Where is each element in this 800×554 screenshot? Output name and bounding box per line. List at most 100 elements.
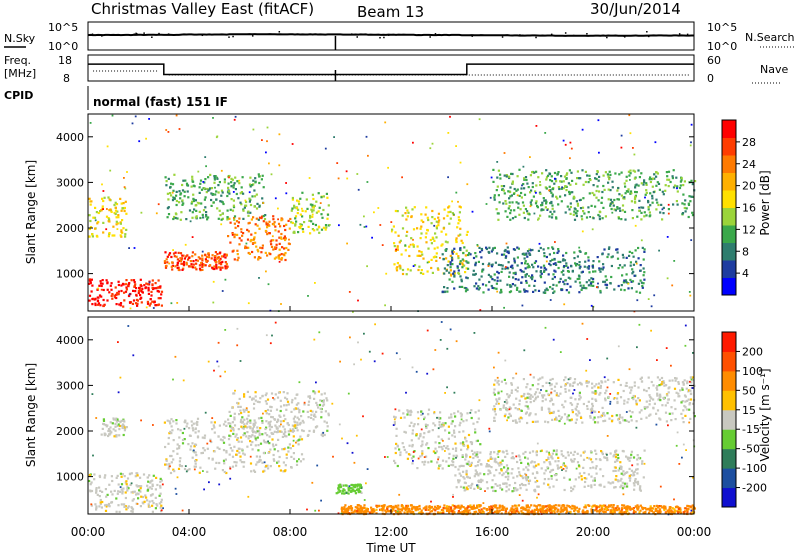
heatmap-cell	[438, 420, 441, 424]
heatmap-cell	[496, 176, 499, 179]
heatmap-cell	[326, 217, 329, 220]
heatmap-cell	[605, 278, 608, 281]
heatmap-cell	[596, 170, 599, 174]
heatmap-cell	[283, 247, 286, 250]
heatmap-cell	[569, 212, 572, 215]
heatmap-cell	[541, 394, 544, 397]
heatmap-cell	[656, 510, 659, 513]
heatmap-cell	[424, 508, 427, 511]
heatmap-cell	[639, 279, 642, 282]
heatmap-cell	[134, 290, 137, 293]
heatmap-cell	[555, 394, 558, 397]
heatmap-cell	[590, 475, 593, 478]
heatmap-cell	[211, 193, 214, 196]
heatmap-cell	[531, 182, 534, 185]
heatmap-cell	[396, 210, 399, 213]
heatmap-cell	[511, 490, 514, 493]
heatmap-cell	[598, 151, 600, 154]
heatmap-cell	[172, 468, 175, 471]
heatmap-cell	[318, 206, 321, 209]
heatmap-cell	[459, 161, 462, 164]
heatmap-cell	[550, 506, 554, 509]
heatmap-cell	[119, 490, 122, 493]
heatmap-cell	[261, 247, 264, 250]
heatmap-cell	[263, 469, 266, 472]
heatmap-cell	[227, 186, 230, 189]
heatmap-cell	[166, 207, 169, 210]
heatmap-cell	[441, 253, 444, 256]
heatmap-cell	[579, 284, 582, 287]
heatmap-cell	[607, 253, 610, 256]
heatmap-cell	[343, 506, 346, 509]
heatmap-cell	[94, 302, 97, 305]
heatmap-cell	[587, 473, 590, 476]
heatmap-cell	[531, 274, 534, 277]
heatmap-cell	[614, 209, 617, 212]
heatmap-cell	[658, 188, 661, 191]
heatmap-cell	[150, 487, 153, 490]
heatmap-cell	[249, 440, 252, 443]
heatmap-cell	[639, 377, 642, 380]
heatmap-cell	[176, 443, 179, 446]
heatmap-cell	[254, 444, 257, 447]
heatmap-cell	[226, 209, 229, 212]
heatmap-cell	[684, 210, 687, 213]
heatmap-cell	[553, 171, 557, 175]
heatmap-cell	[265, 402, 268, 405]
heatmap-cell	[258, 455, 261, 458]
heatmap-cell	[410, 508, 413, 511]
heatmap-cell	[416, 411, 420, 414]
heatmap-cell	[457, 234, 460, 237]
heatmap-cell	[598, 505, 601, 508]
heatmap-cell	[508, 271, 511, 274]
heatmap-cell	[254, 223, 257, 226]
heatmap-cell	[634, 479, 637, 482]
heatmap-cell	[299, 213, 302, 216]
heatmap-cell	[100, 284, 103, 288]
heatmap-cell	[496, 279, 499, 282]
heatmap-cell	[399, 453, 402, 457]
heatmap-cell	[525, 488, 528, 491]
heatmap-cell	[465, 510, 468, 513]
heatmap-cell	[194, 451, 197, 454]
heatmap-cell	[667, 185, 670, 188]
heatmap-cell	[250, 443, 253, 446]
heatmap-cell	[481, 283, 485, 286]
heatmap-cell	[487, 273, 490, 276]
heatmap-cell	[653, 177, 656, 180]
heatmap-cell	[203, 449, 206, 452]
heatmap-cell	[154, 507, 157, 510]
heatmap-cell	[472, 422, 475, 425]
heatmap-cell	[115, 223, 118, 226]
heatmap-cell	[404, 212, 407, 215]
heatmap-cell	[629, 169, 632, 172]
heatmap-cell	[684, 400, 687, 403]
heatmap-cell	[107, 235, 110, 238]
heatmap-cell	[231, 209, 235, 212]
heatmap-cell	[195, 459, 198, 462]
heatmap-cell	[148, 281, 151, 284]
heatmap-cell	[114, 422, 117, 426]
heatmap-cell	[236, 233, 239, 236]
heatmap-cell	[493, 279, 496, 282]
heatmap-cell	[541, 510, 544, 513]
heatmap-cell	[522, 468, 525, 471]
heatmap-cell	[549, 508, 552, 511]
heatmap-cell	[613, 486, 616, 489]
heatmap-cell	[122, 487, 125, 490]
heatmap-cell	[219, 251, 222, 254]
heatmap-cell	[584, 252, 588, 255]
heatmap-cell	[641, 462, 644, 465]
heatmap-cell	[674, 379, 677, 382]
heatmap-cell	[114, 212, 117, 216]
nsearch-point	[525, 34, 527, 37]
heatmap-cell	[293, 415, 297, 418]
heatmap-cell	[599, 289, 602, 293]
heatmap-cell	[450, 422, 453, 425]
heatmap-cell	[578, 507, 581, 510]
heatmap-cell	[223, 178, 226, 181]
heatmap-cell	[411, 445, 414, 448]
heatmap-cell	[444, 507, 447, 510]
heatmap-cell	[242, 192, 245, 195]
heatmap-cell	[191, 200, 194, 203]
